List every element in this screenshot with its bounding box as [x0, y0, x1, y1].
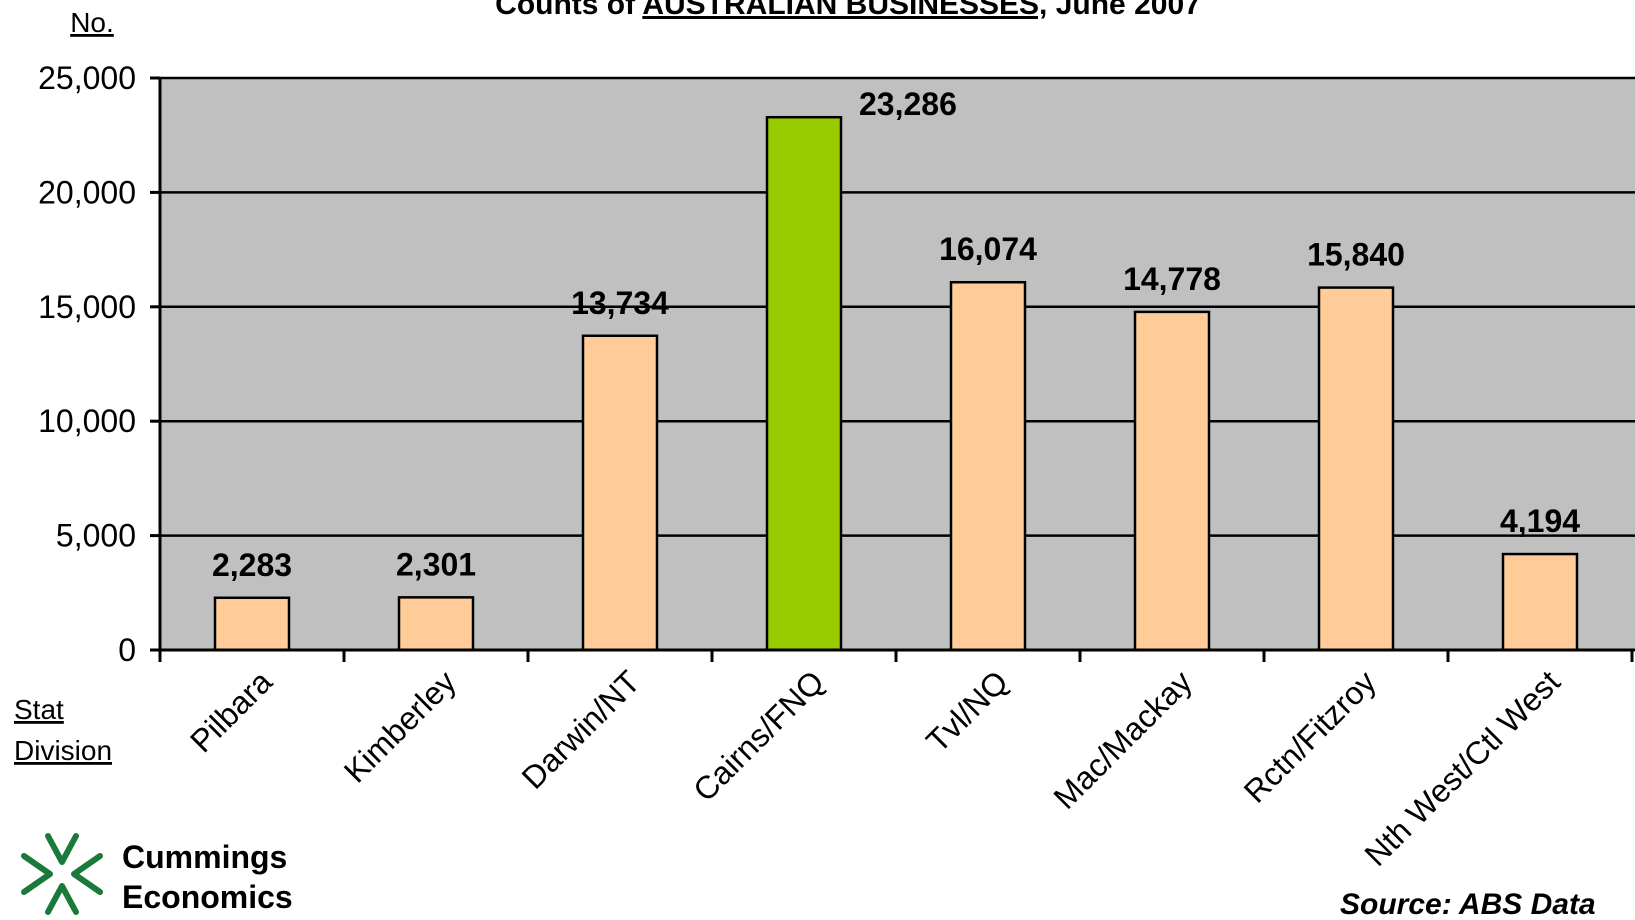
bar: [1317, 286, 1395, 652]
bar: [1501, 552, 1579, 652]
data-label: 15,840: [1307, 237, 1405, 273]
y-tick-label: 15,000: [38, 289, 136, 325]
data-label: 2,301: [396, 546, 476, 582]
bar: [397, 596, 475, 652]
bar: [581, 334, 659, 652]
bar: [1133, 310, 1211, 652]
data-label: 13,734: [571, 285, 669, 321]
data-label: 23,286: [859, 86, 957, 122]
logo-text-line2: Economics: [122, 879, 293, 915]
y-axis-ticks: 0 5,000 10,000 15,000 20,000 25,000: [38, 60, 160, 668]
x-tick-label: Kimberley: [337, 663, 463, 789]
x-tick-label: Cairns/FNQ: [686, 663, 831, 808]
x-axis-corner-label-line1: Stat: [14, 694, 64, 725]
data-label: 16,074: [939, 231, 1037, 267]
x-tick-label: Nth West/Ctl West: [1358, 663, 1568, 873]
y-tick-label: 0: [118, 632, 136, 668]
y-tick-label: 25,000: [38, 60, 136, 96]
x-axis-corner-label-line2: Division: [14, 735, 112, 766]
x-axis-ticks: Pilbara Kimberley Darwin/NT Cairns/FNQ Tvl/N…: [158, 650, 1634, 873]
y-tick-label: 5,000: [56, 518, 136, 554]
x-tick-label: Rctn/Fitzroy: [1237, 663, 1383, 809]
data-label: 2,283: [212, 547, 292, 583]
x-tick-label: Mac/Mackay: [1047, 663, 1199, 815]
x-tick-label: Pilbara: [183, 663, 279, 759]
chart-title-suffix: June 2007: [1047, 0, 1200, 21]
data-label: 4,194: [1500, 503, 1580, 539]
bars: [213, 115, 1579, 652]
x-tick-label: Tvl/NQ: [919, 663, 1015, 759]
bar: [213, 596, 291, 652]
bar: [765, 115, 843, 652]
y-tick-label: 10,000: [38, 403, 136, 439]
data-labels: 2,283 2,301 13,734 23,286 16,074 14,778 15,840…: [212, 86, 1580, 583]
y-axis-unit-label: No.: [70, 7, 114, 38]
plot-area: [160, 78, 1635, 650]
source-note: Source: ABS Data: [1340, 888, 1596, 920]
chart-title-highlight: AUSTRALIAN BUSINESSES,: [642, 0, 1047, 21]
chart-title-prefix: Counts of: [495, 0, 642, 21]
bar: [949, 280, 1027, 652]
y-tick-label: 20,000: [38, 174, 136, 210]
cummings-economics-logo: Cummings Economics: [21, 833, 293, 915]
x-tick-label: Darwin/NT: [515, 663, 647, 795]
logo-mark-icon: [21, 833, 103, 915]
data-label: 14,778: [1123, 261, 1221, 297]
chart-title: Counts of AUSTRALIAN BUSINESSES, June 20…: [495, 0, 1201, 21]
logo-text-line1: Cummings: [122, 839, 287, 875]
